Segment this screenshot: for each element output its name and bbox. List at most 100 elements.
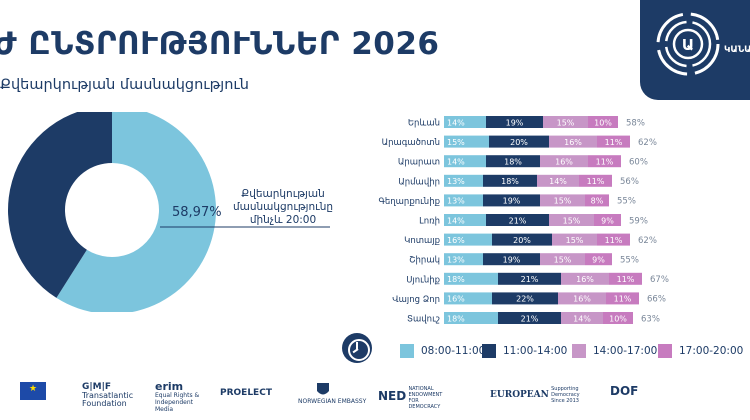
bar-segment <box>606 292 639 305</box>
data-label: 22% <box>516 295 534 304</box>
category-label: Երևան <box>408 119 440 129</box>
bar-segment <box>588 155 621 168</box>
data-label: 15% <box>557 118 575 127</box>
data-label: 11% <box>596 158 614 167</box>
bar-segment <box>444 194 483 207</box>
total-label: 62% <box>638 236 657 246</box>
data-label: 15% <box>554 256 572 265</box>
bar-segment <box>597 233 630 246</box>
data-label: 15% <box>554 197 572 206</box>
data-label: 11% <box>614 295 632 304</box>
page-subtitle: Քվեարկության մասնակցություն <box>0 77 249 93</box>
legend-label: 14:00-17:00 <box>593 345 658 357</box>
bar-segment <box>483 253 540 266</box>
legend-swatch <box>482 344 496 358</box>
bar-segment <box>543 116 588 128</box>
category-label: Արմավիր <box>398 177 440 187</box>
data-label: 20% <box>513 236 531 245</box>
bar-segment <box>498 312 561 324</box>
svg-text:ԿԱՆԱ: ԿԱՆԱ <box>724 45 750 55</box>
data-label: 18% <box>504 158 522 167</box>
data-label: 20% <box>510 138 528 147</box>
channel-logo: Ա ԿԱՆԱ <box>640 0 750 100</box>
legend-label: 17:00-20:00 <box>679 345 744 357</box>
data-label: 21% <box>509 216 527 225</box>
data-label: 21% <box>521 275 539 284</box>
data-label: 13% <box>447 256 465 265</box>
eed-logo: EUROPEAN Supporting Democracy Since 2013 <box>490 386 580 404</box>
data-label: 21% <box>521 314 539 323</box>
bar-segment <box>609 272 642 285</box>
data-label: 10% <box>609 314 627 323</box>
donut-annotation: Քվեարկության մասնակցությունը մինչև 20:00 <box>232 188 334 226</box>
legend-item-2: 11:00-14:00 <box>482 344 567 358</box>
legend-item-1: 08:00-11:00 <box>400 344 485 358</box>
bar-segment <box>498 272 561 285</box>
bar-segment <box>444 253 483 266</box>
data-label: 16% <box>576 275 594 284</box>
bar-segment <box>552 233 597 246</box>
data-label: 16% <box>447 236 465 245</box>
bar-segment <box>444 214 486 226</box>
data-label: 13% <box>447 177 465 186</box>
bar-segment <box>483 174 537 187</box>
bar-segment <box>549 214 594 226</box>
data-label: 10% <box>594 118 612 127</box>
data-label: 11% <box>617 275 635 284</box>
data-label: 14% <box>447 216 465 225</box>
bar-segment <box>588 116 618 128</box>
bar-segment <box>444 312 498 324</box>
category-label: Լոռի <box>419 217 440 227</box>
bar-segment <box>549 135 597 148</box>
total-label: 67% <box>650 275 669 285</box>
donut-slice <box>8 112 112 298</box>
data-label: 18% <box>447 275 465 284</box>
data-label: 9% <box>592 256 605 265</box>
data-label: 9% <box>601 216 614 225</box>
total-label: 56% <box>620 177 639 187</box>
bar-segment <box>444 233 492 246</box>
turnout-donut-chart <box>8 112 216 312</box>
total-label: 55% <box>620 256 639 266</box>
bar-segment <box>558 292 606 305</box>
category-label: Տավուշ <box>407 315 440 325</box>
bar-segment <box>489 135 549 148</box>
legend-label: 08:00-11:00 <box>421 345 486 357</box>
data-label: 8% <box>591 197 604 206</box>
legend-swatch <box>572 344 586 358</box>
clock-icon <box>342 333 372 363</box>
ned-logo: NED NATIONAL ENDOWMENT FOR DEMOCRACY <box>378 386 443 410</box>
bar-segment <box>594 214 621 226</box>
bar-segment <box>561 272 609 285</box>
category-label: Կոտայք <box>404 236 440 246</box>
bar-segment <box>603 312 633 324</box>
bar-segment <box>537 174 579 187</box>
category-label: Արագածոտն <box>382 138 440 148</box>
legend-item-3: 14:00-17:00 <box>572 344 657 358</box>
svg-text:Ա: Ա <box>682 36 694 54</box>
data-label: 19% <box>503 197 521 206</box>
category-label: Սյունիք <box>406 275 440 285</box>
data-label: 19% <box>506 118 524 127</box>
eu-logo <box>20 382 46 400</box>
bar-segment <box>540 253 585 266</box>
logo-mark-icon: Ա ԿԱՆԱ <box>656 12 750 76</box>
bar-segment <box>486 214 549 226</box>
bar-segment <box>561 312 603 324</box>
data-label: 16% <box>555 158 573 167</box>
erim-logo: erim Equal Rights & Independent Media <box>155 380 200 413</box>
sponsor-logos: G|M|F Transatlantic Foundation erim Equa… <box>0 378 750 420</box>
bar-segment <box>540 155 588 168</box>
total-label: 58% <box>626 118 645 128</box>
total-label: 63% <box>641 314 660 324</box>
bar-segment <box>540 194 585 207</box>
bar-segment <box>585 253 612 266</box>
page-title: Ժ ԸՆՏՐՈՒԹՅՈՒՆՆԵՐ 2026 <box>0 26 440 62</box>
eu-flag-icon <box>20 382 46 400</box>
bar-segment <box>444 174 483 187</box>
data-label: 16% <box>447 295 465 304</box>
donut-value-label: 58,97% <box>172 205 222 220</box>
legend-swatch <box>400 344 414 358</box>
data-label: 11% <box>587 177 605 186</box>
category-label: Գեղարքունիք <box>378 197 440 207</box>
